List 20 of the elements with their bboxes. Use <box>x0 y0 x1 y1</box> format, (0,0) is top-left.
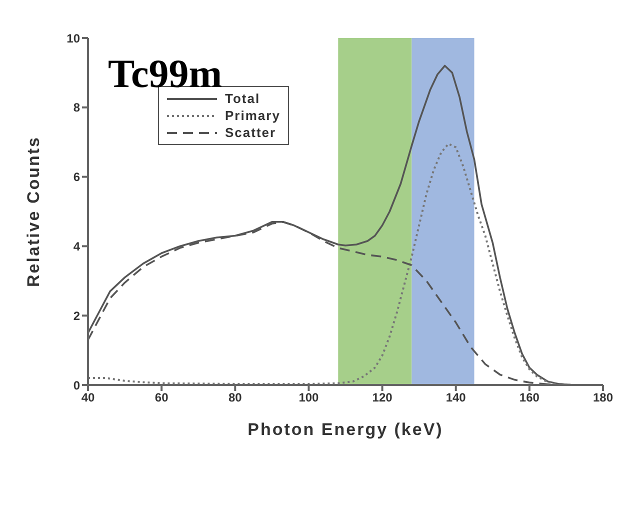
y-tick-label: 0 <box>73 378 80 392</box>
x-axis-title: Photon Energy (keV) <box>248 420 444 439</box>
y-tick-label: 4 <box>73 239 80 254</box>
x-tick-label: 80 <box>228 390 242 405</box>
legend-label: Total <box>225 91 260 106</box>
x-tick-label: 160 <box>519 390 540 405</box>
y-axis-title: Relative Counts <box>24 136 44 287</box>
x-tick-label: 120 <box>372 390 393 405</box>
x-tick-label: 100 <box>298 390 320 405</box>
x-tick-label: 60 <box>154 390 169 405</box>
y-tick-label: 8 <box>73 100 80 115</box>
x-tick-label: 40 <box>81 390 95 405</box>
y-tick-label: 6 <box>73 170 80 184</box>
legend-label: Primary <box>225 108 280 123</box>
x-tick-label: 180 <box>592 390 614 405</box>
legend-label: Scatter <box>225 125 276 140</box>
x-tick-label: 140 <box>446 390 466 405</box>
chart-title: Tc99m <box>108 50 222 97</box>
y-tick-label: 2 <box>73 308 80 323</box>
y-tick-label: 10 <box>66 31 80 46</box>
